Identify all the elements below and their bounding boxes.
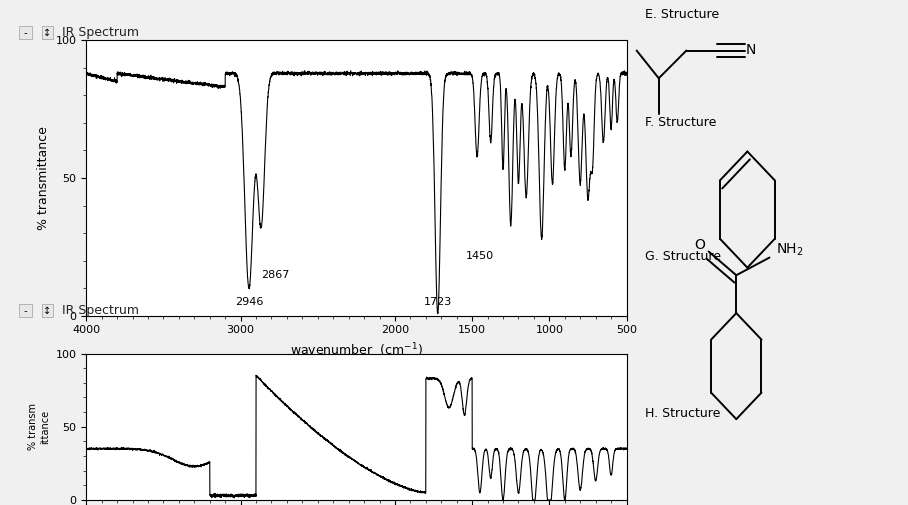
Y-axis label: % transm
ittance: % transm ittance — [28, 403, 50, 450]
Text: G. Structure: G. Structure — [645, 250, 721, 263]
Text: IR Spectrum: IR Spectrum — [62, 304, 139, 317]
Text: NH$_2$: NH$_2$ — [776, 242, 804, 258]
Text: 1450: 1450 — [466, 250, 494, 261]
Text: -: - — [21, 306, 30, 316]
Text: F. Structure: F. Structure — [645, 116, 716, 129]
Text: H. Structure: H. Structure — [645, 407, 720, 420]
Text: 1723: 1723 — [424, 297, 452, 308]
Text: ↕: ↕ — [44, 28, 51, 38]
Text: O: O — [694, 238, 705, 252]
Text: 2946: 2946 — [235, 297, 263, 308]
Text: IR Spectrum: IR Spectrum — [62, 26, 139, 39]
Text: ↕: ↕ — [44, 306, 51, 316]
Text: E. Structure: E. Structure — [645, 8, 719, 21]
X-axis label: wavenumber  (cm$^{-1}$): wavenumber (cm$^{-1}$) — [290, 341, 423, 359]
Text: 2867: 2867 — [262, 270, 290, 280]
Text: N: N — [746, 43, 756, 58]
Text: -: - — [21, 28, 30, 38]
Y-axis label: % transmittance: % transmittance — [37, 126, 50, 230]
